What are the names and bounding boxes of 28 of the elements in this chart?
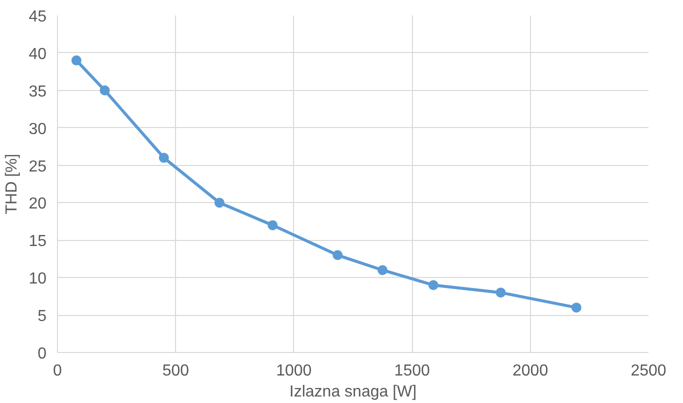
y-tick-label: 30 [28,120,47,138]
x-tick-label: 2000 [512,362,548,380]
point [71,55,82,66]
y-tick-label: 35 [28,83,47,100]
y-axis-title: THD [%] [4,154,21,214]
y-tick-label: 45 [28,8,47,26]
y-tick-label: 15 [28,233,47,250]
point [158,152,169,163]
x-tick-label: 0 [53,362,62,380]
point [571,302,582,313]
x-axis-title: Izlazna snaga [W] [289,384,417,400]
y-tick-label: 0 [38,346,47,362]
x-tick-label: 1500 [394,362,430,380]
y-tick-label: 10 [28,270,47,288]
x-tick-label: 2500 [630,362,666,380]
point [428,280,438,290]
point [214,198,224,208]
x-tick-label: 500 [162,362,190,380]
y-tick-label: 40 [28,46,47,63]
y-tick-label: 20 [28,196,47,213]
point [378,265,388,276]
y-tick-label: 5 [38,308,47,326]
x-tick-label: 1000 [276,362,312,380]
point [100,85,110,96]
y-tick-label: 25 [28,158,47,176]
point [268,220,278,230]
point [496,288,506,298]
point [332,250,343,260]
